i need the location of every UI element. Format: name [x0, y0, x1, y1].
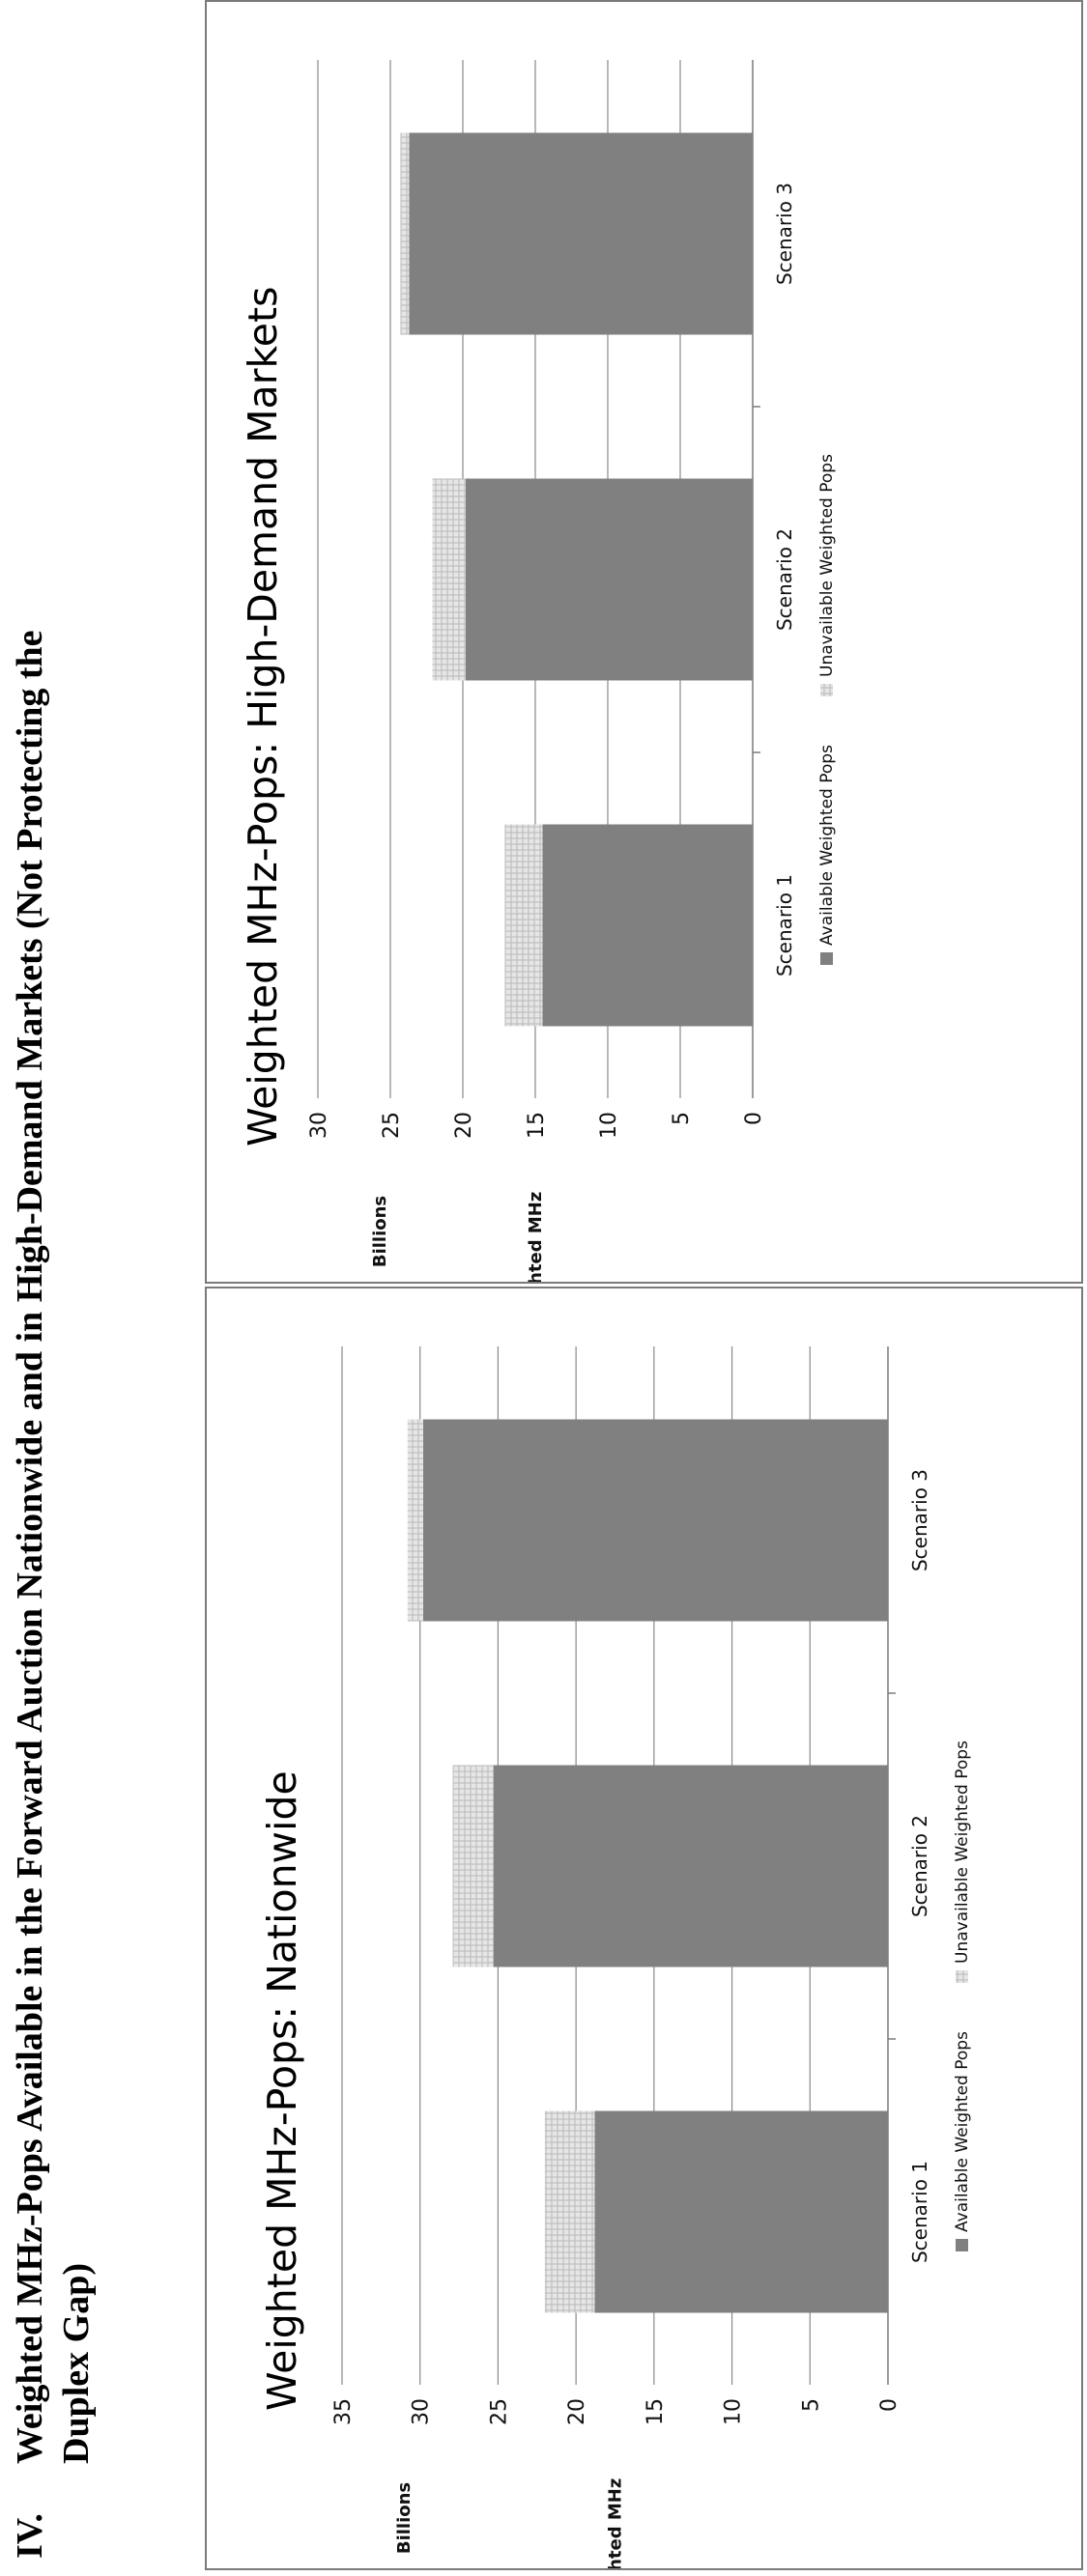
bar-unavailable: [452, 1765, 494, 1967]
legend-label: Available Weighted Pops: [817, 745, 837, 946]
y-tick-label: 15: [525, 1112, 549, 1139]
chart-panel-nationwide: Weighted MHz-Pops: Nationwide 0 5 10 15 20 25 3…: [205, 1287, 1083, 2570]
y-tick-label: 30: [410, 2398, 434, 2425]
chart-nationwide: Weighted MHz-Pops: Nationwide 0 5 10 15 20 25 3…: [259, 1346, 972, 2568]
chart-high-demand: Weighted MHz-Pops: High-Demand Markets 0 5…: [240, 60, 837, 1282]
y-axis-unit: Billions: [370, 1196, 390, 1267]
legend-label: Unavailable Weighted Pops: [953, 1741, 972, 1964]
chart-title: Weighted MHz-Pops: Nationwide: [259, 1770, 305, 2411]
y-tick-label: 25: [487, 2398, 511, 2425]
x-tick-label: Scenario 1: [908, 2161, 931, 2263]
chart-panel-high-demand: Weighted MHz-Pops: High-Demand Markets 0 5…: [205, 0, 1083, 1284]
bar-available: [409, 132, 753, 335]
y-tick-label: 20: [452, 1112, 476, 1139]
bar-available: [466, 478, 753, 681]
bar-unavailable: [544, 2110, 595, 2313]
section-number: IV.: [10, 2513, 50, 2559]
y-axis-label: Weighted MHz: [526, 1192, 546, 1282]
y-tick-label: 5: [799, 2398, 823, 2412]
x-tick-label: Scenario 2: [773, 528, 796, 631]
y-tick-label: 35: [331, 2398, 356, 2425]
x-tick-label: Scenario 1: [773, 874, 796, 977]
y-tick-label: 0: [742, 1112, 766, 1125]
bar-available: [422, 1419, 888, 1622]
legend-swatch-unavailable: [956, 1970, 968, 1983]
chart-title: Weighted MHz-Pops: High-Demand Markets: [240, 287, 286, 1146]
section-title-line-1: Weighted MHz-Pops Available in the Forwa…: [10, 630, 50, 2464]
bar-unavailable: [432, 478, 466, 681]
y-tick-label: 10: [722, 2398, 746, 2425]
legend-label: Unavailable Weighted Pops: [817, 454, 837, 677]
section-title-line-2: Duplex Gap): [56, 2263, 97, 2464]
legend-swatch-available: [956, 2239, 968, 2251]
x-tick-label: Scenario 3: [908, 1469, 931, 1571]
legend-swatch-available: [820, 952, 833, 965]
bar-unavailable: [504, 824, 543, 1027]
y-tick-label: 10: [597, 1112, 621, 1139]
legend-label: Available Weighted Pops: [953, 2031, 972, 2232]
bar-available: [594, 2110, 888, 2313]
y-axis-label: Weighted MHz: [606, 2478, 626, 2568]
legend-swatch-unavailable: [820, 684, 833, 696]
y-tick-label: 25: [380, 1112, 404, 1139]
y-tick-label: 15: [644, 2398, 668, 2425]
y-tick-label: 20: [565, 2398, 589, 2425]
x-tick-label: Scenario 2: [908, 1815, 931, 1917]
y-tick-label: 0: [877, 2398, 901, 2412]
y-axis-unit: Billions: [394, 2482, 415, 2554]
bar-unavailable: [400, 132, 410, 335]
bar-available: [542, 824, 753, 1027]
y-tick-label: 30: [307, 1112, 331, 1139]
bar-unavailable: [407, 1419, 423, 1622]
x-tick-label: Scenario 3: [773, 183, 796, 285]
bar-available: [493, 1765, 888, 1967]
y-tick-label: 5: [670, 1112, 694, 1125]
